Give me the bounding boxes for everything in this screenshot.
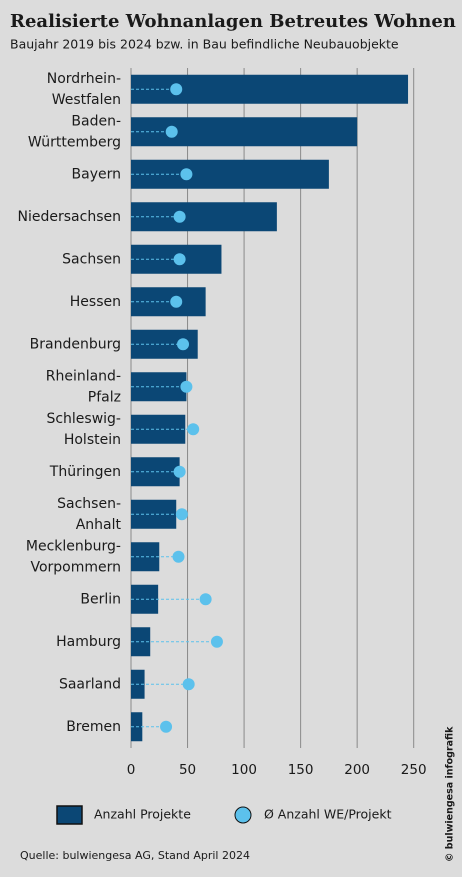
dot [177, 338, 190, 351]
y-tick-label: Baden-Württemberg [28, 113, 121, 150]
dot [180, 380, 193, 393]
dot [172, 550, 185, 563]
y-tick-label: Berlin [80, 591, 121, 607]
y-tick-label: Thüringen [49, 464, 121, 480]
y-tick-label: Brandenburg [30, 336, 121, 352]
legend-swatch [56, 805, 83, 825]
bar [131, 627, 151, 657]
y-tick-label: Hamburg [56, 634, 121, 650]
credit: © bulwiengesa infografik [445, 726, 456, 862]
legend-swatch [234, 806, 252, 824]
y-tick-label: Sachsen-Anhalt [57, 496, 121, 533]
y-tick-label: Niedersachsen [18, 209, 121, 225]
x-tick-label: 150 [288, 762, 314, 778]
y-tick-label: Rheinland-Pfalz [46, 368, 121, 405]
bar [131, 584, 159, 614]
dot [175, 508, 188, 521]
legend-label: Anzahl Projekte [94, 807, 191, 822]
x-tick-label: 250 [401, 762, 427, 778]
y-tick-label: Mecklenburg-Vorpommern [26, 538, 121, 575]
y-tick-label: Sachsen [62, 251, 121, 267]
x-tick-label: 100 [231, 762, 257, 778]
dot [173, 465, 186, 478]
dot [170, 295, 183, 308]
legend-label: Ø Anzahl WE/Projekt [264, 807, 392, 822]
y-tick-label: Bayern [72, 166, 121, 182]
dot [173, 253, 186, 266]
bar [131, 117, 358, 147]
bar [131, 202, 277, 232]
x-tick-label: 200 [344, 762, 370, 778]
dot [210, 635, 223, 648]
y-tick-label: Schleswig-Holstein [46, 411, 121, 448]
dot [160, 720, 173, 733]
dot [187, 423, 200, 436]
chart-title: Realisierte Wohnanlagen Betreutes Wohnen [10, 11, 456, 32]
y-tick-label: Nordrhein-Westfalen [47, 71, 121, 108]
dot [173, 210, 186, 223]
dot [199, 593, 212, 606]
source: Quelle: bulwiengesa AG, Stand April 2024 [20, 849, 250, 862]
dot [165, 125, 178, 138]
y-tick-label: Bremen [66, 719, 121, 735]
chart-subtitle: Baujahr 2019 bis 2024 bzw. in Bau befind… [10, 37, 399, 52]
bar [131, 159, 329, 189]
dot [170, 83, 183, 96]
dot [180, 168, 193, 181]
x-tick-label: 50 [179, 762, 196, 778]
bar [131, 542, 160, 572]
y-tick-label: Hessen [70, 294, 121, 310]
y-tick-label: Saarland [59, 676, 121, 692]
x-tick-label: 0 [127, 762, 136, 778]
dot [182, 678, 195, 691]
